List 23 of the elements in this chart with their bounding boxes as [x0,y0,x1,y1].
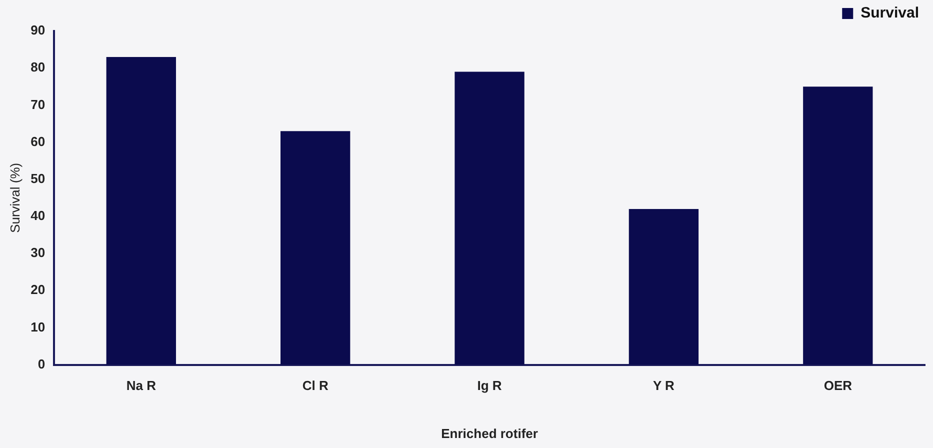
y-tick-label: 30 [30,245,46,260]
y-tick-label: 50 [30,170,46,186]
x-tick-label: Ig R [477,378,502,394]
x-tick-label: Cl R [302,378,329,394]
bar [280,131,350,365]
bar [628,209,699,365]
y-tick-label: 40 [30,208,46,224]
bar [803,86,873,365]
x-tick-label: OER [824,378,853,394]
y-tick-label: 90 [30,22,46,38]
x-tick-label: Y R [653,378,676,394]
x-axis-title: Enriched rotifer [441,426,538,441]
y-axis-title: Survival (%) [7,162,22,233]
y-tick-label: 70 [30,96,46,112]
y-tick-label: 10 [30,319,46,334]
y-tick-label: 80 [30,60,46,75]
y-tick-label: 20 [30,282,46,298]
legend-label: Survival [860,4,920,22]
y-tick-label: 0 [38,356,46,372]
bar [454,72,524,365]
y-tick-label: 60 [30,134,46,149]
bar [106,56,176,365]
x-tick-label: Na R [126,378,157,394]
